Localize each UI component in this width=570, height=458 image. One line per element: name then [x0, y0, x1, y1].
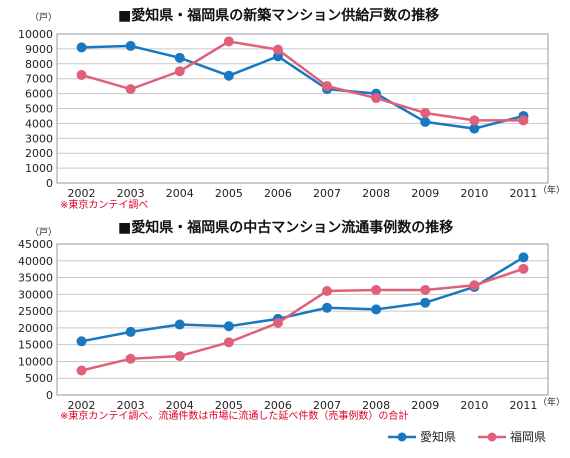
data-point-aichi [223, 70, 234, 81]
x-tick-label: 2003 [117, 399, 145, 412]
y-tick-label: 5000 [25, 103, 53, 116]
data-point-aichi [420, 297, 431, 308]
data-point-fukuoka [76, 69, 87, 80]
data-point-fukuoka [223, 36, 234, 47]
data-point-aichi [125, 326, 136, 337]
x-tick-label: 2004 [166, 187, 194, 200]
data-point-fukuoka [174, 351, 185, 362]
data-point-fukuoka [125, 84, 136, 95]
data-point-fukuoka [469, 115, 480, 126]
y-tick-label: 7000 [25, 73, 53, 86]
plot-frame [56, 33, 549, 184]
x-tick-label: 2007 [313, 187, 341, 200]
x-tick-label: 2010 [460, 187, 488, 200]
x-tick-label: 2008 [362, 187, 390, 200]
data-point-fukuoka [223, 337, 234, 348]
chart1-note: ※東京カンテイ調べ [60, 198, 148, 211]
y-tick-label: 1000 [25, 162, 53, 175]
x-tick-label: 2003 [117, 187, 145, 200]
y-tick-label: 0 [46, 177, 53, 190]
data-point-aichi [174, 319, 185, 330]
data-point-fukuoka [174, 66, 185, 77]
data-point-fukuoka [420, 107, 431, 118]
data-point-aichi [420, 116, 431, 127]
y-tick-label: 20000 [18, 322, 53, 335]
y-tick-label: 0 [46, 389, 53, 402]
data-point-aichi [125, 40, 136, 51]
data-point-aichi [371, 304, 382, 315]
y-tick-label: 5000 [25, 372, 53, 385]
x-tick-label: 2007 [313, 399, 341, 412]
y-tick-label: 15000 [18, 339, 53, 352]
x-tick-label: 2009 [411, 399, 439, 412]
series-line-fukuoka [81, 40, 524, 122]
y-tick-label: 40000 [18, 255, 53, 268]
data-point-fukuoka [272, 317, 283, 328]
data-point-fukuoka [518, 115, 529, 126]
y-tick-label: 35000 [18, 272, 53, 285]
series-line-aichi [81, 44, 524, 130]
chart2-plot: 0 5000 10000 15000 20000 25000 30000 35000 40000… [18, 238, 549, 412]
chart1-x-unit: （年） [538, 184, 565, 196]
y-tick-label: 6000 [25, 88, 53, 101]
y-tick-label: 4000 [25, 117, 53, 130]
plot-frame [56, 243, 549, 396]
x-tick-label: 2002 [68, 399, 96, 412]
x-tick-label: 2005 [215, 187, 243, 200]
data-point-fukuoka [469, 280, 480, 291]
y-tick-label: 10000 [18, 28, 53, 41]
data-point-fukuoka [125, 353, 136, 364]
data-point-aichi [76, 336, 87, 347]
chart1-title: ■愛知県・福岡県の新築マンション供給戸数の推移 [118, 7, 439, 24]
y-tick-label: 3000 [25, 132, 53, 145]
x-tick-label: 2011 [509, 399, 537, 412]
data-point-aichi [76, 42, 87, 53]
legend-aichi-marker [397, 432, 407, 442]
x-tick-label: 2008 [362, 399, 390, 412]
data-point-fukuoka [518, 263, 529, 274]
data-point-aichi [469, 123, 480, 134]
y-tick-label: 10000 [18, 355, 53, 368]
chart2-note: ※東京カンテイ調べ。流通件数は市場に流通した延べ件数（売事例数）の合計 [60, 409, 408, 422]
x-tick-label: 2004 [166, 399, 194, 412]
series-line-fukuoka [81, 267, 524, 372]
chart2-y-unit: （戸） [30, 227, 57, 238]
data-point-fukuoka [322, 81, 333, 92]
data-point-fukuoka [322, 285, 333, 296]
data-point-fukuoka [371, 284, 382, 295]
data-point-fukuoka [420, 284, 431, 295]
data-point-fukuoka [76, 365, 87, 376]
x-tick-label: 2002 [68, 187, 96, 200]
data-point-aichi [174, 52, 185, 63]
chart2-title: ■愛知県・福岡県の中古マンション流通事例数の推移 [118, 219, 453, 236]
data-point-aichi [518, 252, 529, 263]
legend: 愛知県 福岡県 [388, 429, 546, 444]
series-line-aichi [81, 256, 525, 343]
data-point-fukuoka [272, 44, 283, 55]
y-tick-label: 25000 [18, 305, 53, 318]
legend-fukuoka-marker [487, 432, 497, 442]
y-tick-label: 45000 [18, 238, 53, 251]
chart1-y-unit: （戸） [30, 12, 57, 23]
data-point-aichi [322, 302, 333, 313]
chart2-x-unit: （年） [538, 396, 565, 408]
y-tick-label: 30000 [18, 288, 53, 301]
x-tick-label: 2005 [215, 399, 243, 412]
x-tick-label: 2009 [411, 187, 439, 200]
x-tick-label: 2011 [509, 187, 537, 200]
y-tick-label: 8000 [25, 58, 53, 71]
x-tick-label: 2010 [460, 399, 488, 412]
data-point-fukuoka [371, 93, 382, 104]
legend-aichi-label: 愛知県 [420, 430, 456, 444]
data-point-aichi [223, 321, 234, 332]
legend-fukuoka-label: 福岡県 [510, 429, 546, 444]
y-tick-label: 9000 [25, 43, 53, 56]
x-tick-label: 2006 [264, 399, 292, 412]
x-tick-label: 2006 [264, 187, 292, 200]
y-tick-label: 2000 [25, 147, 53, 160]
